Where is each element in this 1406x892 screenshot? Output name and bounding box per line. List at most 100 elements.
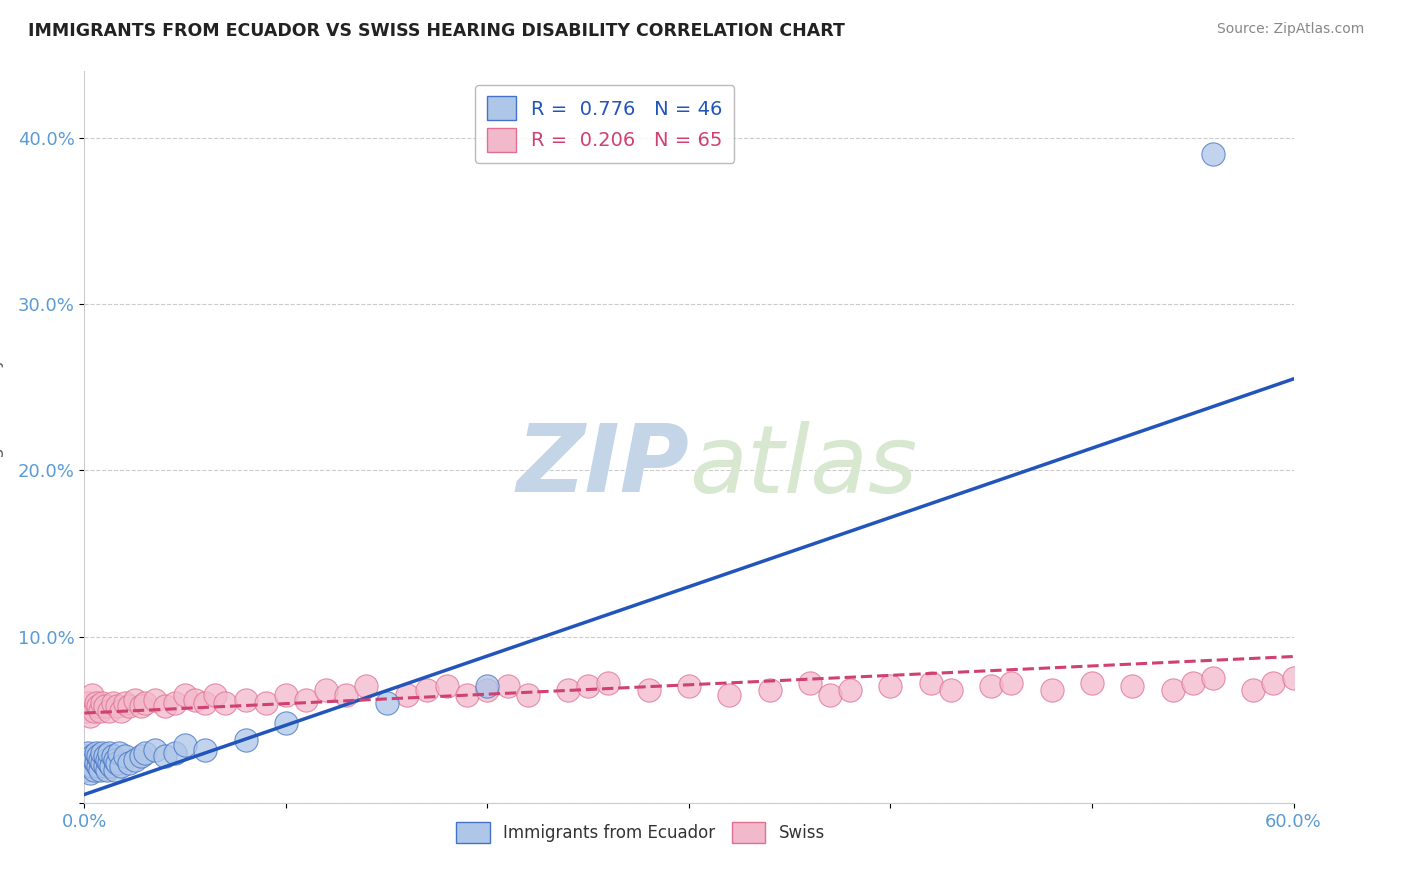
Point [93, 759, 115, 773]
Point [93, 699, 115, 714]
Point [143, 742, 166, 756]
Text: Source: ZipAtlas.com: Source: ZipAtlas.com [1216, 22, 1364, 37]
Point [1040, 682, 1063, 697]
Point [477, 680, 499, 694]
Point [101, 749, 124, 764]
Point [174, 688, 197, 702]
Point [89, 705, 111, 719]
Point [184, 692, 207, 706]
Point [274, 716, 297, 731]
Point [107, 746, 129, 760]
Point [104, 753, 127, 767]
Point [758, 682, 780, 697]
Point [204, 688, 226, 702]
Point [97, 756, 120, 770]
Point [79, 754, 101, 768]
Point [335, 688, 357, 702]
Point [174, 738, 197, 752]
Point [143, 692, 166, 706]
Point [1263, 676, 1285, 690]
Point [96, 763, 118, 777]
Point [129, 749, 152, 764]
Point [124, 692, 146, 706]
Legend: Immigrants from Ecuador, Swiss: Immigrants from Ecuador, Swiss [450, 815, 831, 849]
Point [91, 756, 114, 770]
Point [100, 759, 122, 773]
Point [295, 692, 318, 706]
Point [395, 688, 418, 702]
Point [1282, 671, 1305, 685]
Point [129, 699, 152, 714]
Point [77, 746, 100, 760]
Point [1121, 680, 1143, 694]
Point [254, 696, 277, 710]
Point [97, 746, 120, 760]
Point [436, 680, 458, 694]
Point [105, 756, 128, 770]
Point [637, 682, 659, 697]
Point [456, 688, 478, 702]
Point [1181, 676, 1204, 690]
Point [82, 749, 104, 764]
Point [818, 688, 841, 702]
Point [879, 680, 901, 694]
Point [83, 763, 105, 777]
Point [110, 759, 132, 773]
Point [86, 756, 108, 770]
Point [153, 749, 176, 764]
Point [235, 732, 257, 747]
Point [516, 688, 538, 702]
Point [104, 763, 127, 777]
Point [194, 696, 217, 710]
Point [799, 676, 821, 690]
Point [87, 759, 110, 773]
Point [939, 682, 962, 697]
Point [89, 753, 111, 767]
Point [598, 676, 620, 690]
Point [96, 753, 118, 767]
Point [77, 759, 100, 773]
Point [214, 696, 236, 710]
Point [75, 705, 97, 719]
Point [87, 749, 110, 764]
Point [274, 688, 297, 702]
Point [114, 749, 136, 764]
Point [356, 680, 378, 694]
Point [416, 682, 439, 697]
Point [75, 749, 97, 764]
Point [87, 699, 110, 714]
Point [165, 746, 187, 760]
Point [105, 699, 128, 714]
Point [678, 680, 700, 694]
Point [1202, 147, 1225, 161]
Point [82, 688, 104, 702]
Point [165, 696, 187, 710]
Point [1000, 676, 1022, 690]
Point [134, 696, 156, 710]
Point [82, 759, 104, 773]
Text: ZIP: ZIP [516, 420, 689, 512]
Point [235, 692, 257, 706]
Point [101, 696, 124, 710]
Point [89, 763, 111, 777]
Point [194, 742, 217, 756]
Point [75, 763, 97, 777]
Point [920, 676, 942, 690]
Point [110, 705, 132, 719]
Point [114, 696, 136, 710]
Point [1202, 671, 1225, 685]
Point [93, 749, 115, 764]
Point [576, 680, 599, 694]
Point [91, 696, 114, 710]
Point [839, 682, 862, 697]
Point [86, 696, 108, 710]
Point [134, 746, 156, 760]
Text: IMMIGRANTS FROM ECUADOR VS SWISS HEARING DISABILITY CORRELATION CHART: IMMIGRANTS FROM ECUADOR VS SWISS HEARING… [28, 22, 845, 40]
Point [315, 682, 337, 697]
Point [118, 756, 141, 770]
Point [375, 696, 398, 710]
Point [97, 705, 120, 719]
Point [153, 699, 176, 714]
Point [91, 746, 114, 760]
Point [980, 680, 1002, 694]
